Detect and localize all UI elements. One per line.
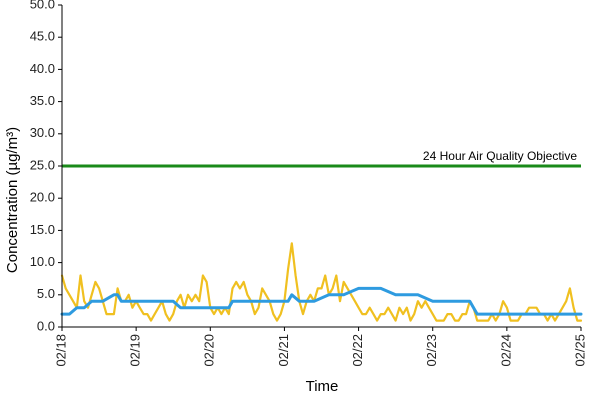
y-tick-label: 0.0 [37, 318, 55, 333]
x-tick-label: 02/22 [350, 334, 365, 367]
y-tick-label: 35.0 [30, 93, 55, 108]
x-tick-label-group: 02/24 [498, 334, 513, 367]
x-tick-label: 02/20 [202, 334, 217, 367]
y-tick-label: 45.0 [30, 29, 55, 44]
y-tick-label: 15.0 [30, 222, 55, 237]
x-axis-title: Time [306, 378, 339, 395]
y-tick-labels: 0.0 5.0 10.0 15.0 20.0 25.0 30.0 35.0 40.0 45.0 50… [30, 0, 55, 333]
x-tick-label-group: 02/19 [128, 334, 143, 367]
y-tick-label: 30.0 [30, 125, 55, 140]
x-tick-label-group: 02/21 [276, 334, 291, 367]
x-tick-label: 02/21 [276, 334, 291, 367]
rolling-average-series-line [60, 286, 583, 316]
x-tick-labels: 02/18 02/19 02/20 02/21 02/22 02/23 02/24 02/25 [53, 334, 587, 367]
y-tick-label: 10.0 [30, 254, 55, 269]
x-tick-label-group: 02/18 [53, 334, 68, 367]
y-axis-title-group: Concentration (µg/m³) [4, 127, 21, 273]
axis-layer [58, 4, 582, 331]
y-tick-label: 25.0 [30, 157, 55, 172]
x-tick-label: 02/25 [572, 334, 587, 367]
x-tick-label-group: 02/23 [424, 334, 439, 367]
x-tick-label: 02/24 [498, 334, 513, 367]
x-tick-label-group: 02/22 [350, 334, 365, 367]
y-axis-title: Concentration (µg/m³) [4, 127, 21, 273]
x-tick-label: 02/23 [424, 334, 439, 367]
series-layer [60, 242, 583, 322]
reference-line-layer: 24 Hour Air Quality Objective [62, 149, 581, 168]
y-tick-label: 20.0 [30, 190, 55, 205]
hourly-series-line [60, 242, 583, 322]
x-tick-label: 02/18 [53, 334, 68, 367]
x-tick-label: 02/19 [128, 334, 143, 367]
y-tick-label: 40.0 [30, 61, 55, 76]
x-tick-label-group: 02/25 [572, 334, 587, 367]
y-tick-label: 5.0 [37, 286, 55, 301]
y-tick-label: 50.0 [30, 0, 55, 11]
air-quality-objective-label: 24 Hour Air Quality Objective [423, 149, 577, 163]
x-tick-label-group: 02/20 [202, 334, 217, 367]
